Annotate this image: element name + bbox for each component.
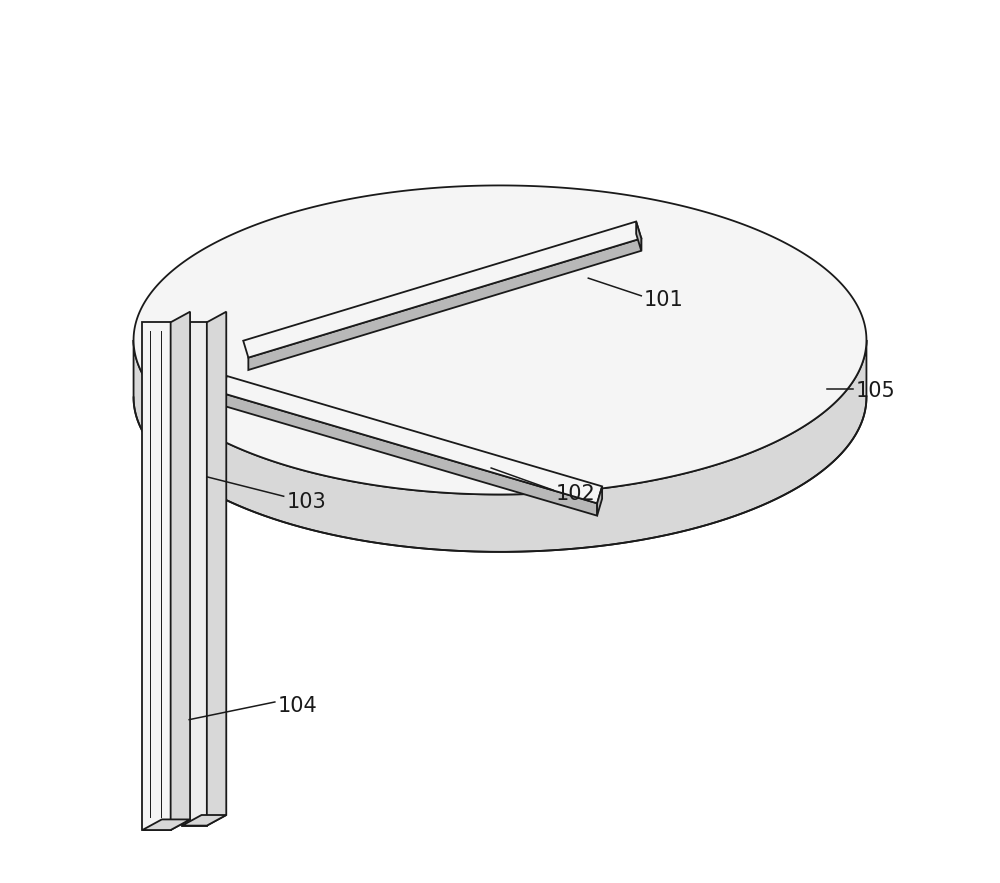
Polygon shape	[243, 222, 641, 358]
Polygon shape	[222, 393, 597, 516]
Text: 101: 101	[644, 291, 684, 310]
Text: 105: 105	[856, 381, 896, 401]
Polygon shape	[142, 819, 190, 830]
Polygon shape	[134, 185, 866, 494]
Polygon shape	[222, 376, 602, 503]
Text: 104: 104	[277, 697, 317, 716]
Polygon shape	[597, 487, 602, 516]
Polygon shape	[182, 815, 226, 826]
Polygon shape	[171, 312, 190, 830]
Polygon shape	[134, 340, 866, 552]
Text: 102: 102	[556, 485, 595, 504]
Polygon shape	[207, 312, 226, 826]
Text: 103: 103	[286, 492, 326, 511]
Polygon shape	[142, 322, 171, 830]
Polygon shape	[248, 238, 641, 370]
Polygon shape	[182, 322, 207, 826]
Polygon shape	[636, 222, 641, 251]
